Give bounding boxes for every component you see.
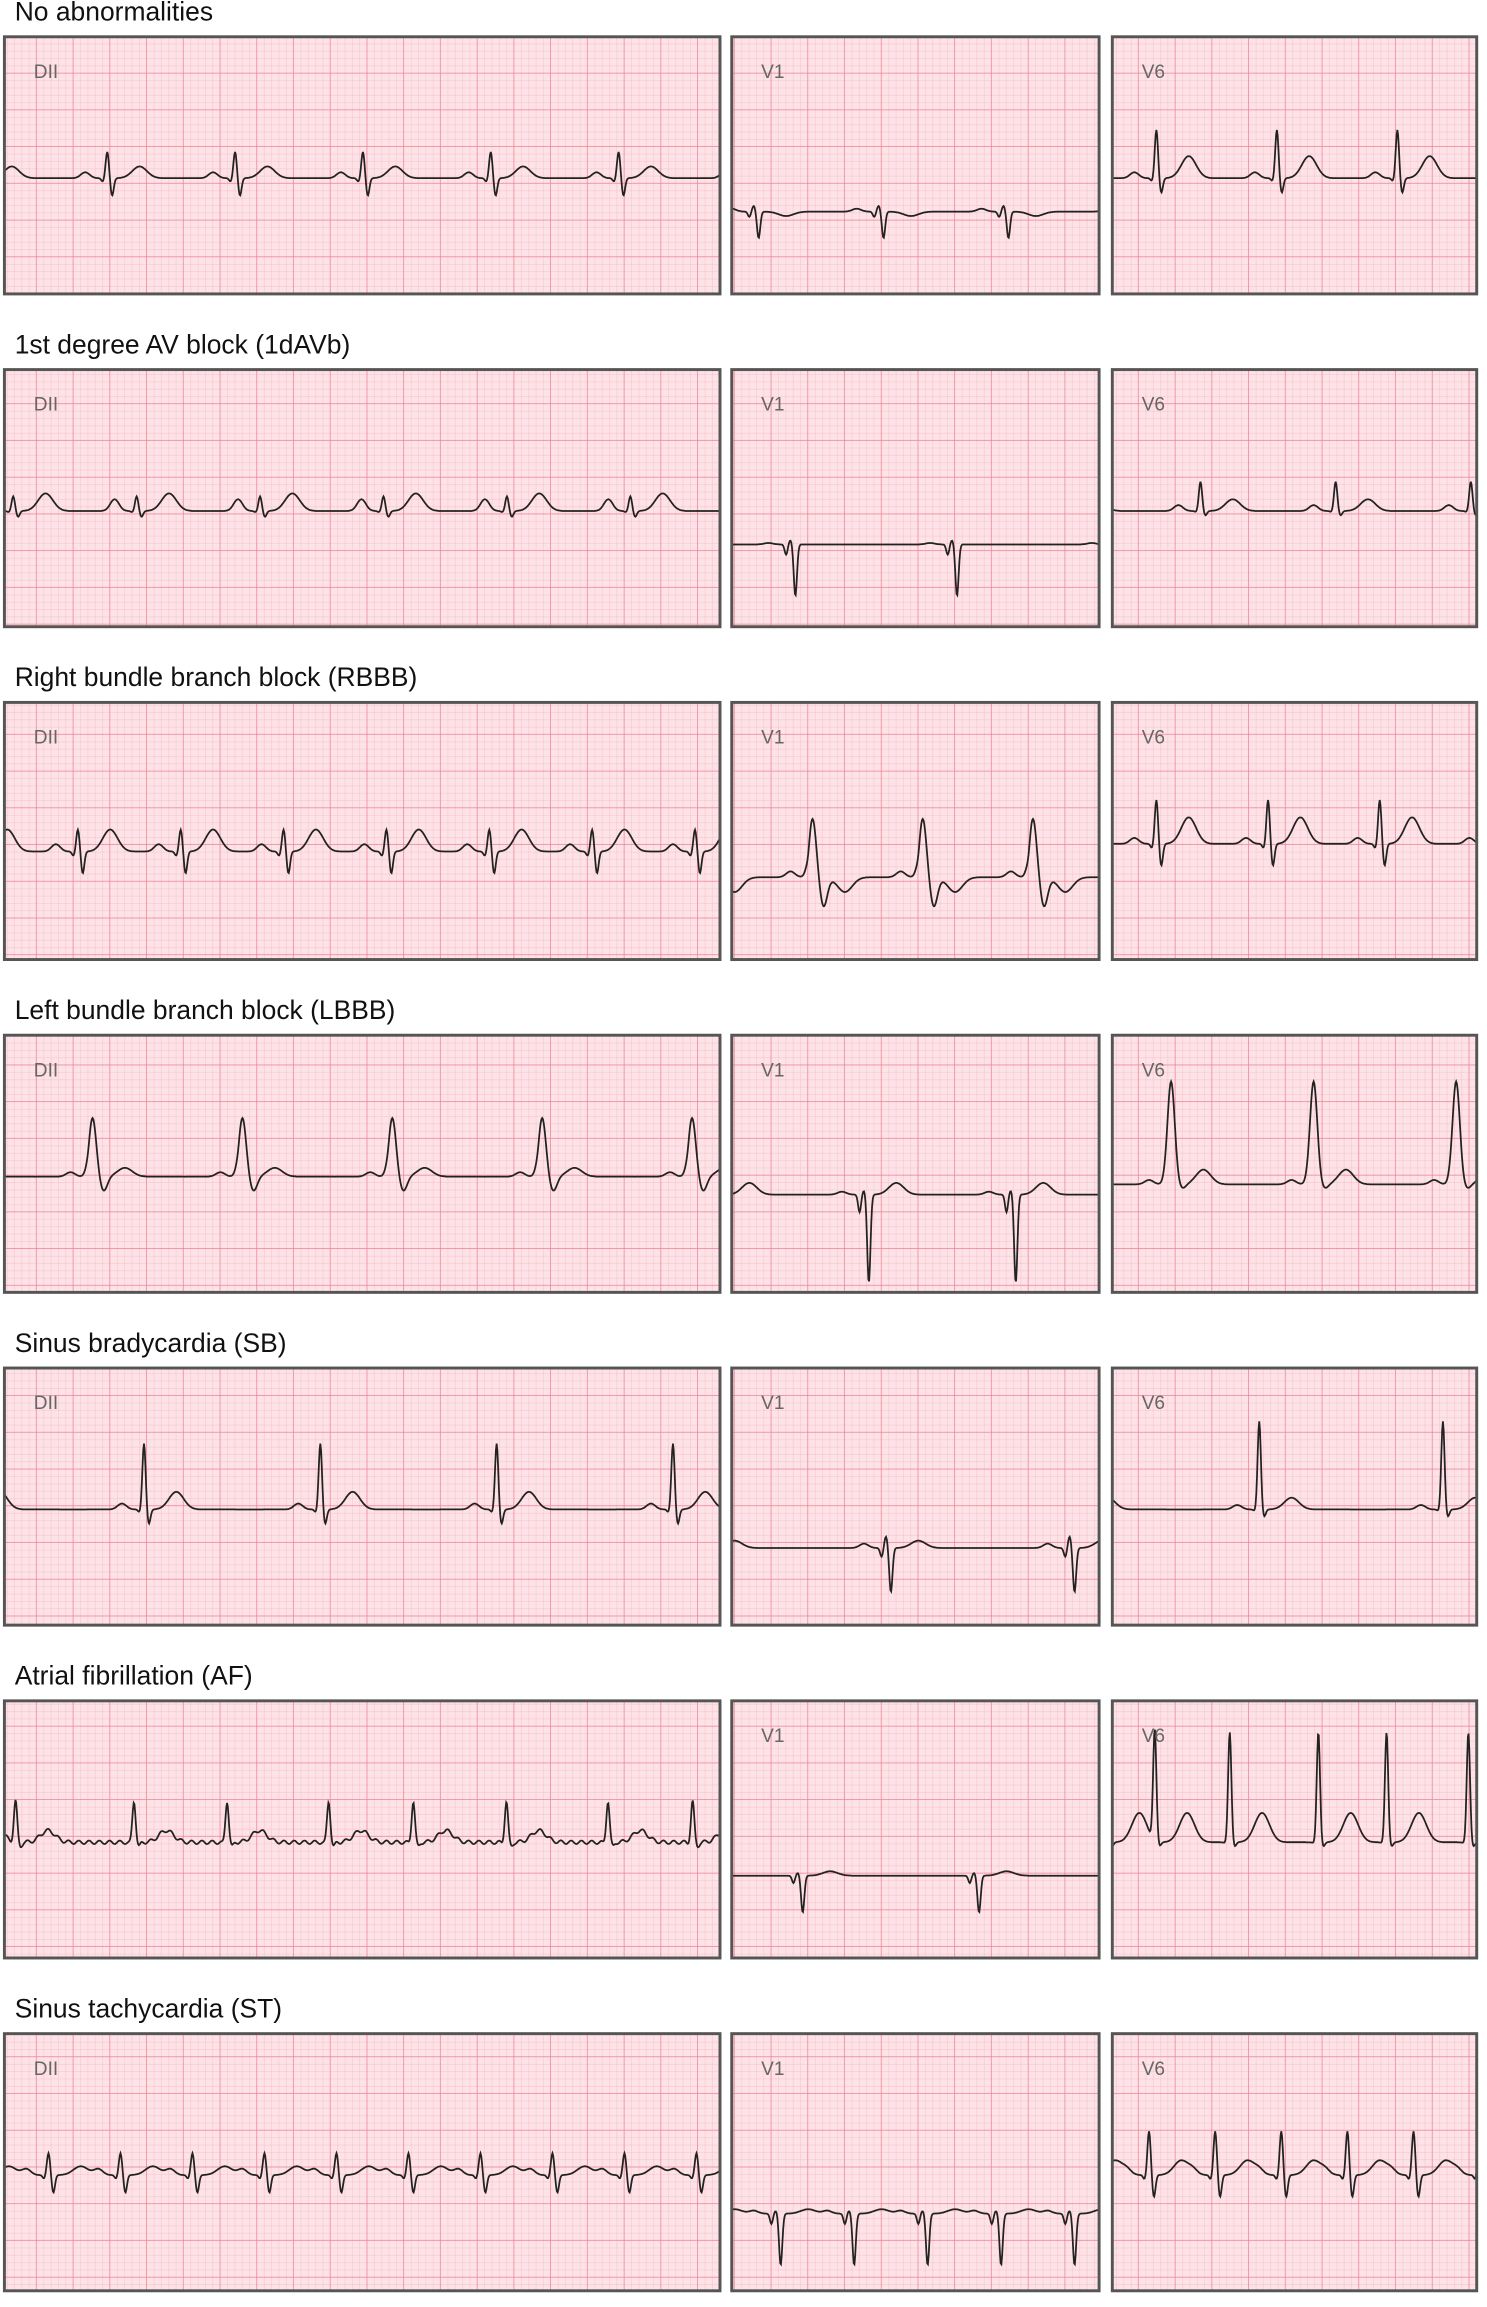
ecg-grid-lines [4,1700,720,1958]
ecg-grid-lines [1112,702,1477,960]
lead-label: V1 [761,2059,784,2080]
ecg-grid-lines [731,36,1100,294]
panel-border [2,700,722,962]
ecg-trace [3,826,721,875]
panel-border [730,1033,1101,1294]
lead-label: V1 [761,1393,784,1414]
panel-border [1110,35,1479,296]
panel-border [730,2032,1101,2293]
ecg-grid-lines [4,2033,720,2291]
ecg-trace [731,2208,1100,2267]
ecg-trace [731,1870,1100,1914]
lead-label: V1 [761,395,784,416]
lead-label: DII [34,1060,58,1081]
ecg-trace [1111,2131,1478,2199]
lead-label: V1 [761,1060,784,1081]
ecg-trace [4,492,721,518]
ecg-trace [731,539,1100,598]
ecg-trace [4,1799,721,1849]
ecg-trace [3,151,721,198]
row-title: Sinus bradycardia (SB) [15,1328,287,1358]
lead-label: V6 [1142,1393,1165,1414]
panel-border [730,368,1101,629]
panel-border [1110,1033,1479,1294]
ecg-grid-lines [4,702,720,960]
panel-border [730,700,1101,962]
ecg-trace [731,1534,1100,1595]
lead-label: V6 [1142,1726,1165,1747]
ecg-grid-lines [1112,1368,1477,1626]
ecg-grid-lines [731,1368,1100,1626]
ecg-grid-lines [4,1368,720,1626]
ecg-trace [4,2150,721,2195]
ecg-grid-lines [4,369,720,627]
lead-label: V6 [1142,62,1165,83]
lead-label: DII [34,728,58,749]
ecg-trace [731,817,1100,908]
ecg-grid-lines [731,2033,1100,2291]
ecg-grid-lines [4,36,720,294]
panel-border [1110,700,1479,962]
ecg-grid-lines [1112,369,1477,627]
lead-label: DII [34,62,58,83]
panel-border [1110,368,1479,629]
row-title: Right bundle branch block (RBBB) [15,662,418,692]
panel-border [1110,2032,1479,2293]
panel-border [2,35,722,296]
panel-border [2,1033,722,1294]
ecg-trace [1112,799,1478,868]
ecg-grid-lines [731,369,1100,627]
ecg-trace [3,1443,721,1526]
lead-label: V6 [1142,2059,1165,2080]
ecg-trace [1111,481,1478,517]
ecg-trace [1111,1729,1478,1848]
ecg-trace [731,1182,1100,1282]
panel-border [730,1699,1101,1960]
row-title: Sinus tachycardia (ST) [15,1993,282,2023]
lead-label: DII [34,1393,58,1414]
ecg-grid-lines [731,1700,1100,1958]
row-title: No abnormalities [15,0,213,27]
lead-label: V6 [1142,728,1165,749]
panel-border [2,368,722,629]
ecg-grid-lines [4,1035,720,1293]
lead-label: DII [34,395,58,416]
panel-border [730,1366,1101,1627]
lead-label: DII [34,2059,58,2080]
lead-label: V1 [761,62,784,83]
lead-label: V6 [1142,395,1165,416]
row-title: 1st degree AV block (1dAVb) [15,329,351,359]
ecg-grid-lines [1112,36,1477,294]
panel-border [1110,1699,1479,1960]
lead-label: V1 [761,728,784,749]
panel-border [2,1699,722,1960]
ecg-trace [4,1116,721,1192]
lead-label: V1 [761,1726,784,1747]
row-title: Atrial fibrillation (AF) [15,1661,253,1691]
ecg-grid-lines [731,702,1100,960]
ecg-grid-lines [731,1035,1100,1293]
ecg-trace [1112,129,1477,195]
lead-label: V6 [1142,1060,1165,1081]
ecg-grid-lines [1112,2033,1477,2291]
panel-border [730,35,1101,296]
panel-border [1110,1366,1479,1627]
ecg-grid-lines [1112,1035,1477,1293]
ecg-trace [731,204,1100,240]
ecg-grid-lines [1112,1700,1477,1958]
ecg-trace [1112,1078,1478,1189]
panel-border [2,2032,722,2293]
panel-border [2,1366,722,1627]
ecg-trace [1111,1421,1477,1518]
row-title: Left bundle branch block (LBBB) [15,995,396,1025]
